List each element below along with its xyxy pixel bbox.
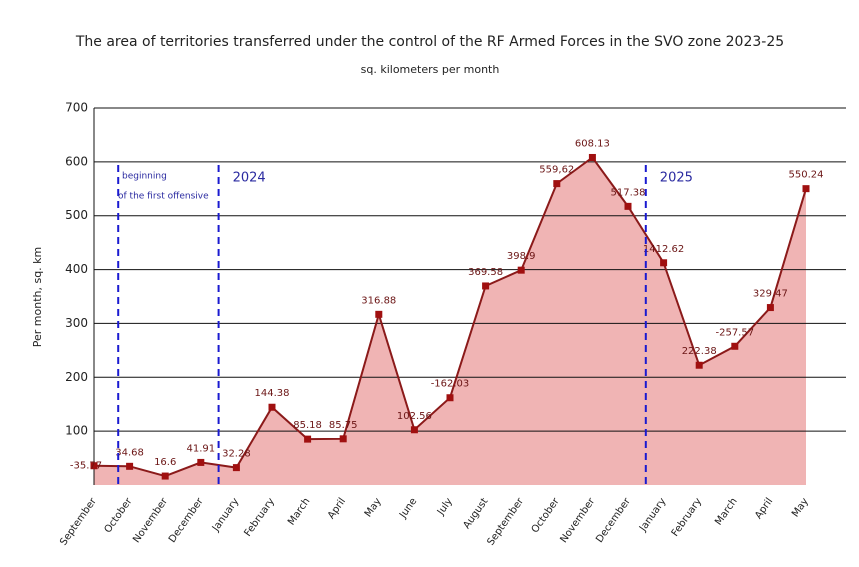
x-tick-label: September [58,495,99,547]
marker [339,435,347,443]
value-label: -257.57 [715,327,754,338]
marker [197,458,205,466]
marker [90,462,98,470]
marker [161,472,169,480]
x-tick-label: October [103,495,135,535]
chart-subtitle: sq. kilometers per month [361,63,500,76]
value-label: -162.03 [431,379,470,390]
marker [624,202,632,210]
marker [126,462,134,470]
value-label: 144.38 [255,388,290,399]
x-tick-label: October [530,495,562,535]
x-tick-label: November [131,495,170,545]
y-tick-label: 200 [65,370,88,384]
x-tick-label: June [397,496,419,521]
value-label: 85.18 [293,420,322,431]
value-label: 102.56 [397,411,432,422]
x-tick-label: February [242,496,276,539]
value-label: 222.38 [682,346,717,357]
value-label: 34.68 [115,447,144,458]
x-tick-label: December [594,495,633,545]
annotation: 2024 [233,171,266,186]
marker [375,310,383,318]
x-tick-label: March [713,496,739,527]
x-tick-label: September [485,495,526,547]
value-label: 550.24 [789,170,824,181]
y-tick-label: 300 [65,316,88,330]
marker [660,259,668,267]
value-label: 316.88 [361,295,396,306]
marker [731,342,739,350]
marker [802,185,810,193]
y-axis-title: Per month, sq. km [31,247,44,348]
value-label: 329.47 [753,289,788,300]
chart-title: The area of territories transferred unde… [75,34,784,50]
x-tick-label: April [753,496,775,521]
annotation: of the first offensive [118,192,209,202]
value-label: 559,62 [539,165,574,176]
value-label: 41.91 [186,443,215,454]
marker [695,361,703,369]
x-tick-label: December [167,495,206,545]
marker [588,153,596,161]
y-tick-label: 700 [65,101,88,115]
marker [766,304,774,312]
annotation: beginning [122,172,167,182]
marker [446,394,454,402]
y-tick-label: 500 [65,208,88,222]
x-tick-label: March [286,496,312,527]
y-tick-label: 100 [65,424,88,438]
x-tick-label: May [790,496,811,519]
annotation: 2025 [660,171,693,186]
x-tick-label: February [670,496,704,539]
value-label: 398.9 [507,251,536,262]
value-label: 32.28 [222,449,251,460]
value-label: -35.77 [70,461,102,472]
value-label: 369.58 [468,267,503,278]
marker [517,266,525,274]
x-tick-label: July [435,496,455,518]
area [94,157,806,485]
value-label: 608.13 [575,138,610,149]
value-label: 517.38 [611,187,646,198]
x-tick-label: May [363,496,384,519]
value-label: 85.75 [329,420,358,431]
x-tick-label: January [637,496,668,534]
x-tick-label: January [210,496,241,534]
x-tick-label: November [558,495,597,545]
marker [482,282,490,290]
value-label: 16.6 [154,457,176,468]
x-tick-label: April [326,496,348,521]
marker [553,180,561,188]
x-tick-label: August [461,496,490,531]
marker [410,426,418,434]
marker [304,435,312,443]
y-tick-label: 400 [65,262,88,276]
marker [268,403,276,411]
marker [232,464,240,472]
y-tick-label: 600 [65,154,88,168]
value-label: 1412.62 [643,244,684,255]
